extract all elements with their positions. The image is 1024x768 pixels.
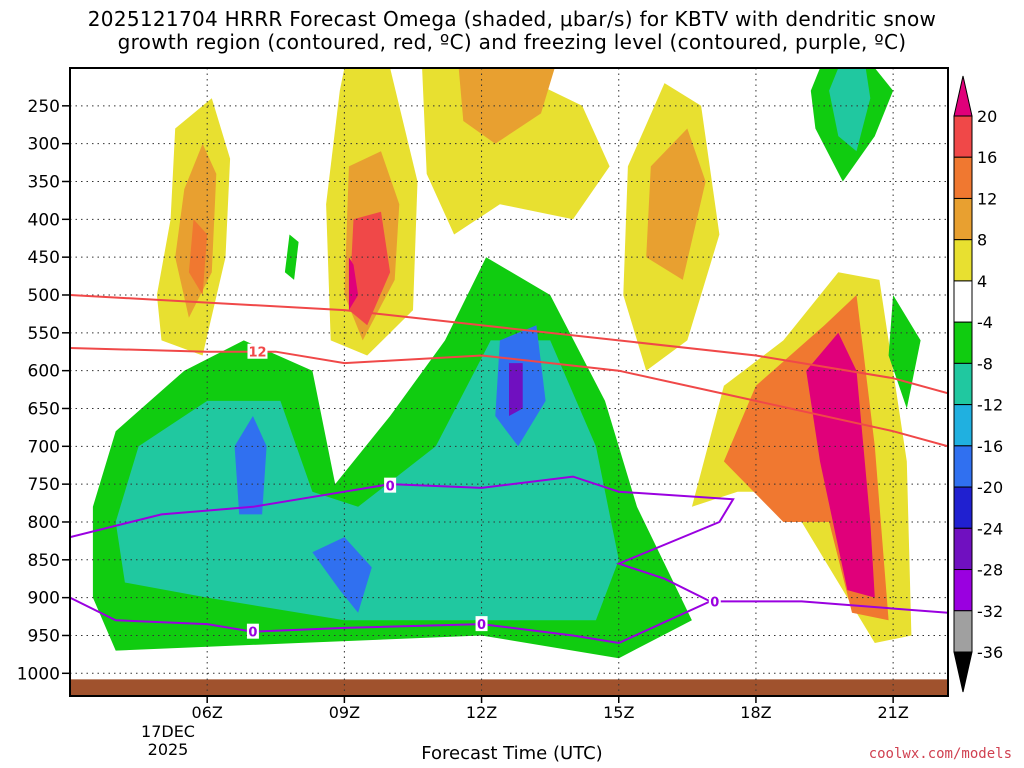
- omega-region-negative-2b: [829, 68, 871, 152]
- x-tick-label-21Z: 21Z: [877, 703, 908, 722]
- colorbar-segment-3: [953, 197, 973, 241]
- contour-label-4: 0: [710, 595, 719, 610]
- terrain-band: [70, 679, 948, 696]
- x-tick-label-15Z: 15Z: [603, 703, 634, 722]
- contour-line-0: [70, 294, 948, 395]
- colorbar-segment-11: [953, 527, 973, 571]
- contour-label-0: 12: [248, 346, 266, 361]
- y-tick-label-1000: 1000: [17, 664, 60, 684]
- y-tick-label-500: 500: [28, 286, 60, 306]
- colorbar: 20 16 12 8 4 -4 -8 -12 -16 -20 -24 -28 -32 -36: [953, 75, 1003, 693]
- colorbar-label-8: -16: [977, 437, 1003, 456]
- colorbar-segment-10: [953, 486, 973, 529]
- chart-title: 2025121704 HRRR Forecast Omega (shaded, …: [0, 8, 1024, 54]
- contour-line-2: [70, 475, 735, 603]
- omega-region-positive-2d: [348, 257, 359, 311]
- colorbar-label-3: 8: [977, 231, 987, 250]
- colorbar-label-12: -32: [977, 602, 1003, 621]
- y-axis-ticks: 250 300 350 400 450 500 550 600 650 700 750 800 850 9…: [17, 97, 70, 684]
- colorbar-segment-9: [953, 445, 973, 488]
- y-tick-label-450: 450: [28, 248, 60, 268]
- terrain-layer: [70, 679, 948, 696]
- colorbar-segment-2: [953, 156, 973, 199]
- omega-region-positive-4b: [646, 128, 706, 280]
- y-tick-label-400: 400: [28, 210, 60, 230]
- y-tick-label-850: 850: [28, 551, 60, 571]
- colorbar-segment-13: [953, 610, 973, 653]
- omega-shading: [92, 68, 921, 659]
- colorbar-label-0: 20: [977, 107, 997, 126]
- colorbar-label-10: -24: [977, 519, 1003, 538]
- y-tick-label-650: 650: [28, 399, 60, 419]
- contour-label-3: 0: [477, 618, 486, 633]
- colorbar-segment-1: [953, 115, 973, 158]
- x-tick-label-12Z: 12Z: [466, 703, 497, 722]
- x-tick-label-18Z: 18Z: [740, 703, 771, 722]
- omega-region-negative-1b: [115, 340, 619, 621]
- contour-label-2: 0: [248, 626, 257, 641]
- y-tick-label-900: 900: [28, 589, 60, 609]
- omega-region-negative-1e: [234, 416, 267, 515]
- title-line-1: 2025121704 HRRR Forecast Omega (shaded, …: [87, 7, 937, 31]
- omega-region-negative-1d: [509, 363, 523, 416]
- colorbar-segment-4: [953, 239, 973, 282]
- title-line-2: growth region (contoured, red, ºC) and f…: [117, 30, 907, 54]
- x-tick-label-09Z: 09Z: [329, 703, 360, 722]
- x-axis-label: Forecast Time (UTC): [421, 743, 603, 764]
- omega-region-positive-3b: [458, 68, 555, 144]
- colorbar-segment-12: [953, 569, 973, 612]
- colorbar-segment-8: [953, 404, 973, 447]
- plot-frame: [69, 67, 949, 697]
- colorbar-label-13: -36: [977, 643, 1003, 662]
- y-tick-label-250: 250: [28, 97, 60, 117]
- y-tick-label-600: 600: [28, 362, 60, 382]
- y-tick-label-700: 700: [28, 437, 60, 457]
- y-tick-label-950: 950: [28, 626, 60, 646]
- y-tick-label-550: 550: [28, 324, 60, 344]
- y-tick-label-300: 300: [28, 135, 60, 155]
- grid-lines: [70, 68, 948, 696]
- colorbar-top-arrow: [953, 75, 973, 117]
- colorbar-label-1: 16: [977, 148, 997, 167]
- y-tick-label-750: 750: [28, 475, 60, 495]
- colorbar-label-11: -28: [977, 561, 1003, 580]
- colorbar-segment-7: [953, 362, 973, 406]
- contour-labels: 12 0 0 0 0: [246, 343, 721, 641]
- omega-region-positive-5c: [806, 332, 875, 598]
- colorbar-label-9: -20: [977, 478, 1003, 497]
- colorbar-segment-6: [953, 321, 973, 364]
- colorbar-label-2: 12: [977, 189, 997, 208]
- colorbar-label-7: -12: [977, 396, 1003, 415]
- contour-label-bg-4: [708, 593, 721, 609]
- contour-label-1: 0: [386, 480, 395, 495]
- omega-region-negative-4: [888, 295, 921, 409]
- date-label-year: 2025: [148, 740, 189, 759]
- credit-text: coolwx.com/models: [868, 746, 1012, 762]
- y-tick-label-350: 350: [28, 172, 60, 192]
- contour-line-1: [70, 347, 948, 448]
- contour-label-bg-3: [475, 616, 488, 632]
- contour-label-bg-0: [247, 343, 268, 359]
- omega-region-positive-2c: [348, 211, 391, 326]
- colorbar-label-6: -8: [977, 354, 993, 373]
- colorbar-segment-5: [953, 280, 973, 323]
- omega-region-negative-3: [284, 234, 299, 280]
- omega-region-negative-1f: [312, 537, 372, 613]
- contour-label-bg-2: [246, 623, 259, 639]
- y-tick-label-800: 800: [28, 513, 60, 533]
- colorbar-label-5: -4: [977, 313, 993, 332]
- x-tick-label-06Z: 06Z: [192, 703, 223, 722]
- omega-region-positive-1c: [188, 219, 208, 295]
- colorbar-bottom-arrow: [953, 651, 973, 693]
- colorbar-label-4: 4: [977, 272, 987, 291]
- date-label-day: 17DEC: [141, 722, 195, 741]
- contour-label-bg-1: [384, 477, 397, 493]
- x-axis-ticks: 06Z 09Z 12Z 15Z 18Z 21Z: [192, 696, 909, 722]
